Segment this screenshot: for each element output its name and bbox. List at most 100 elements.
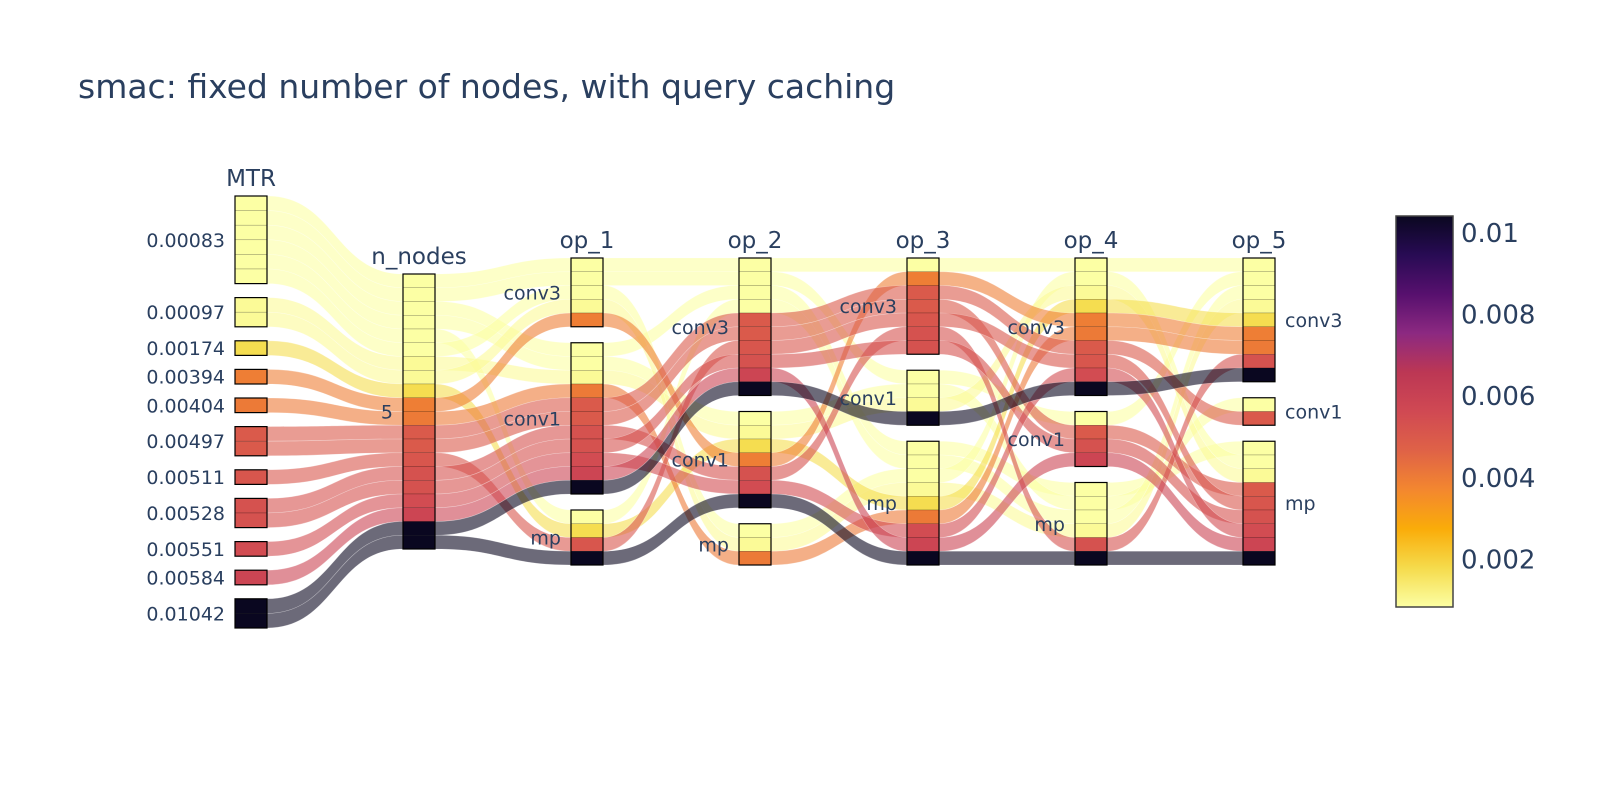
- block-segment-op-1-conv3-0: [570, 257, 604, 272]
- category-label-op-5-conv1: conv1: [1285, 402, 1342, 424]
- block-segment-n-nodes-5-1: [402, 287, 436, 302]
- category-block-op-2-conv1[interactable]: [738, 410, 772, 509]
- category-blocks-layer: [234, 195, 1276, 629]
- block-segment-n-nodes-5-9: [402, 397, 436, 412]
- category-block-n-nodes-5[interactable]: [402, 273, 436, 550]
- category-block-op-3-conv3[interactable]: [906, 257, 940, 355]
- block-segment-op-5-conv3-3: [1242, 299, 1276, 314]
- block-segment-mtr-0-00083-5: [234, 268, 268, 284]
- block-segment-op-3-mp-7: [906, 537, 940, 552]
- block-segment-op-5-mp-6: [1242, 523, 1276, 538]
- category-block-op-2-mp[interactable]: [738, 523, 772, 566]
- block-segment-n-nodes-5-14: [402, 466, 436, 481]
- category-block-mtr-0-00584[interactable]: [234, 569, 268, 586]
- category-block-op-3-mp[interactable]: [906, 440, 940, 566]
- category-block-op-5-mp[interactable]: [1242, 440, 1276, 566]
- category-block-mtr-0-01042[interactable]: [234, 598, 268, 629]
- category-block-op-1-conv3[interactable]: [570, 257, 604, 328]
- block-segment-op-2-mp-2: [738, 551, 772, 566]
- category-label-op-3-mp: mp: [866, 493, 897, 515]
- ribbon-0-op-1-to-op-2[interactable]: [602, 257, 740, 273]
- block-segment-op-3-mp-1: [906, 454, 940, 469]
- block-segment-op-4-conv1-3: [1074, 452, 1108, 467]
- category-block-op-4-conv1[interactable]: [1074, 410, 1108, 468]
- block-segment-n-nodes-5-8: [402, 383, 436, 398]
- category-label-mtr-0-00511: 0.00511: [146, 467, 225, 489]
- block-segment-n-nodes-5-5: [402, 342, 436, 357]
- ribbon-18-mtr-to-n-nodes[interactable]: [266, 521, 404, 614]
- colorbar-gradient: [1395, 215, 1454, 608]
- block-segment-op-5-conv3-7: [1242, 354, 1276, 369]
- category-block-mtr-0-00497[interactable]: [234, 426, 268, 457]
- block-segment-op-5-mp-7: [1242, 537, 1276, 552]
- block-segment-op-3-conv1-1: [906, 383, 940, 398]
- block-segment-op-1-conv1-2: [570, 370, 604, 385]
- category-label-mtr-0-00584: 0.00584: [146, 568, 225, 590]
- block-segment-op-5-mp-1: [1242, 454, 1276, 469]
- ribbon-0-op-2-to-op-3[interactable]: [770, 257, 908, 273]
- colorbar-tick-label-0: 0.002: [1461, 545, 1535, 575]
- colorbar: 0.002 0.004 0.006 0.008 0.01: [1395, 215, 1535, 608]
- block-segment-n-nodes-5-18: [402, 521, 436, 536]
- block-segment-op-4-mp-1: [1074, 496, 1108, 511]
- dimension-label-op-5: op_5: [1232, 228, 1287, 254]
- block-segment-op-5-conv3-1: [1242, 271, 1276, 286]
- block-segment-op-2-conv3-0: [738, 257, 772, 272]
- category-block-op-4-conv3[interactable]: [1074, 257, 1108, 397]
- block-segment-op-5-mp-8: [1242, 551, 1276, 566]
- block-segment-n-nodes-5-12: [402, 438, 436, 453]
- block-segment-mtr-0-00404-0: [234, 397, 268, 413]
- block-segment-n-nodes-5-6: [402, 356, 436, 371]
- block-segment-mtr-0-01042-1: [234, 613, 268, 629]
- block-segment-op-4-conv3-6: [1074, 340, 1108, 355]
- labels-layer: 0.00083 0.00097 0.00174 0.00394 0.00404 0.004…: [146, 166, 1342, 625]
- block-segment-op-4-conv3-2: [1074, 285, 1108, 300]
- block-segment-op-3-conv3-3: [906, 299, 940, 314]
- block-segment-op-4-conv3-9: [1074, 381, 1108, 396]
- ribbon-19-op-3-to-op-4[interactable]: [938, 550, 1076, 566]
- category-block-mtr-0-00528[interactable]: [234, 497, 268, 529]
- ribbon-0-op-4-to-op-5[interactable]: [1106, 257, 1244, 273]
- category-block-op-4-mp[interactable]: [1074, 481, 1108, 566]
- category-block-op-1-mp[interactable]: [570, 509, 604, 566]
- dimension-label-op-2: op_2: [728, 228, 783, 254]
- block-segment-op-2-conv3-6: [738, 340, 772, 355]
- category-block-op-2-conv3[interactable]: [738, 257, 772, 397]
- block-segment-op-1-conv1-0: [570, 342, 604, 357]
- block-segment-mtr-0-00497-0: [234, 426, 268, 442]
- category-label-op-2-conv1: conv1: [672, 450, 729, 472]
- category-block-op-5-conv3[interactable]: [1242, 257, 1276, 383]
- ribbon-19-op-4-to-op-5[interactable]: [1106, 550, 1244, 566]
- category-block-mtr-0-00174[interactable]: [234, 340, 268, 356]
- block-segment-op-4-conv1-0: [1074, 411, 1108, 426]
- block-segment-op-5-conv1-1: [1242, 411, 1276, 426]
- block-segment-op-4-conv3-5: [1074, 326, 1108, 341]
- block-segment-mtr-0-00083-4: [234, 254, 268, 270]
- category-block-mtr-0-00551[interactable]: [234, 540, 268, 557]
- category-block-op-5-conv1[interactable]: [1242, 397, 1276, 426]
- block-segment-op-4-mp-2: [1074, 509, 1108, 524]
- category-block-op-1-conv1[interactable]: [570, 342, 604, 495]
- category-block-mtr-0-00511[interactable]: [234, 469, 268, 485]
- block-segment-op-5-conv3-6: [1242, 340, 1276, 355]
- ribbon-1-op-1-to-op-2[interactable]: [602, 271, 740, 286]
- ribbon-0-op-3-to-op-4[interactable]: [938, 257, 1076, 273]
- block-segment-op-3-conv3-2: [906, 285, 940, 300]
- category-block-mtr-0-00083[interactable]: [234, 195, 268, 285]
- category-block-mtr-0-00394[interactable]: [234, 368, 268, 385]
- block-segment-op-3-mp-0: [906, 441, 940, 456]
- block-segment-op-1-mp-0: [570, 509, 604, 524]
- block-segment-mtr-0-00174-0: [234, 340, 268, 356]
- category-block-mtr-0-00097[interactable]: [234, 297, 268, 328]
- block-segment-op-4-conv1-1: [1074, 425, 1108, 440]
- block-segment-op-3-mp-3: [906, 482, 940, 497]
- category-block-op-3-conv1[interactable]: [906, 369, 940, 426]
- block-segment-op-1-conv1-6: [570, 425, 604, 440]
- block-segment-op-1-mp-2: [570, 537, 604, 552]
- category-block-mtr-0-00404[interactable]: [234, 397, 268, 414]
- block-segment-op-5-mp-4: [1242, 496, 1276, 511]
- block-segment-mtr-0-00083-3: [234, 239, 268, 255]
- block-segment-op-1-mp-1: [570, 523, 604, 538]
- dimension-label-op-4: op_4: [1064, 228, 1119, 254]
